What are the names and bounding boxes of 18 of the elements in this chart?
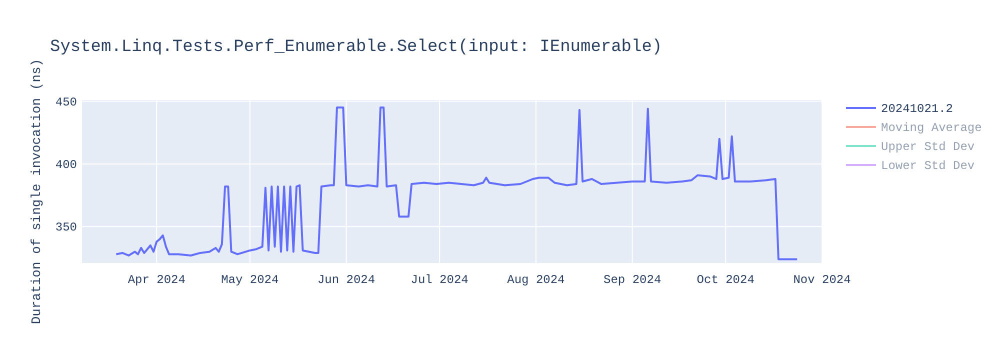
legend-label: Upper Std Dev bbox=[881, 140, 975, 154]
chart-title: System.Linq.Tests.Perf_Enumerable.Select(input: IEnumerable) bbox=[50, 38, 662, 57]
line-series bbox=[115, 106, 798, 260]
y-tick-label: 400 bbox=[55, 158, 77, 172]
legend-label: Moving Average bbox=[881, 121, 982, 135]
x-tick-label: May 2024 bbox=[221, 273, 279, 287]
y-tick-label: 350 bbox=[55, 220, 77, 235]
x-tick-label: Jun 2024 bbox=[317, 273, 376, 287]
y-axis-title: Duration of single invocation (ns) bbox=[29, 58, 44, 324]
legend-label: 20241021.2 bbox=[881, 102, 954, 116]
x-tick-label: Jul 2024 bbox=[410, 273, 468, 287]
x-tick-label: Oct 2024 bbox=[696, 273, 754, 287]
x-tick-label: Apr 2024 bbox=[128, 273, 186, 287]
x-tick-label: Sep 2024 bbox=[604, 273, 662, 287]
x-tick-label: Aug 2024 bbox=[507, 273, 565, 287]
x-tick-label: Nov 2024 bbox=[793, 273, 851, 287]
y-tick-label: 450 bbox=[55, 95, 77, 110]
legend-label: Lower Std Dev bbox=[881, 159, 975, 173]
